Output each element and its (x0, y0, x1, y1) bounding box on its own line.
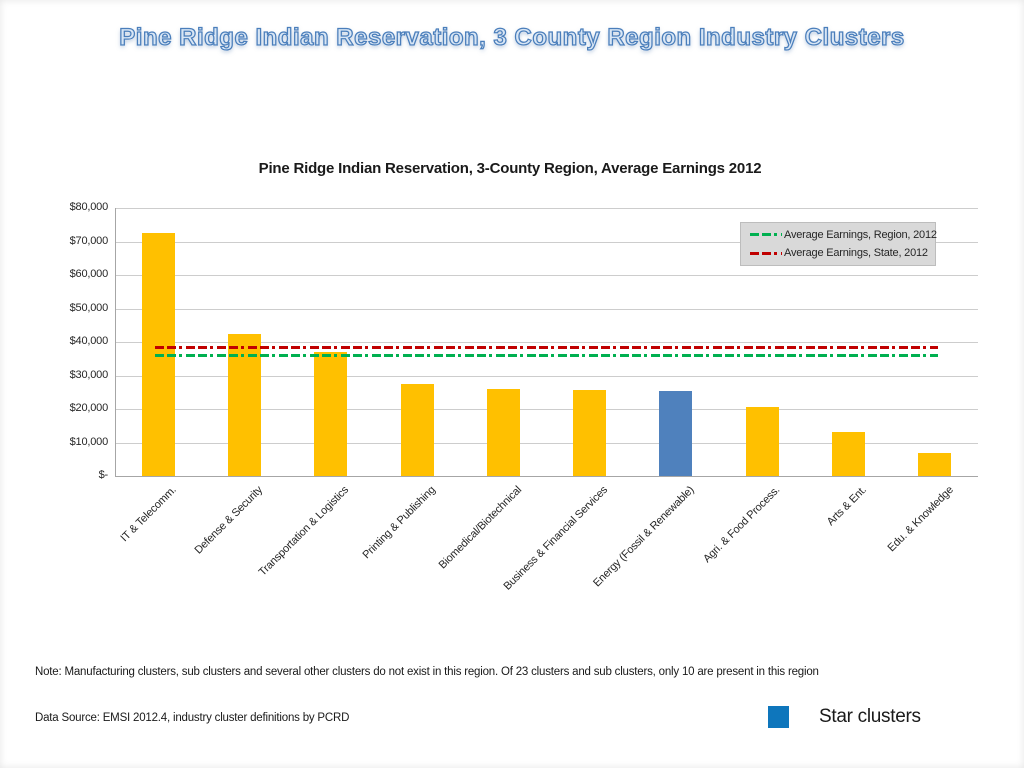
y-axis-tick-label: $20,000 (69, 402, 109, 414)
reference-line-region (155, 353, 938, 357)
gridline (115, 375, 978, 377)
bar-8 (745, 407, 779, 476)
bar-6 (573, 389, 607, 476)
x-axis-category-label: Defense & Security (192, 484, 265, 557)
x-axis-category-label: Transportation & Logistics (256, 484, 352, 579)
gridline (115, 208, 978, 209)
star-clusters-label: Star clusters (819, 706, 921, 727)
legend-line-sample-icon (750, 233, 782, 237)
chart-title: Pine Ridge Indian Reservation, 3-County … (258, 160, 762, 177)
x-axis-category-label: Energy (Fossil & Renewable) (591, 484, 697, 590)
x-axis-category-label: IT & Telecomm. (118, 484, 179, 545)
y-axis-line (115, 208, 116, 476)
x-axis-category-label: Edu. & Knowledge (885, 484, 956, 555)
y-axis-tick-label: $10,000 (69, 435, 109, 448)
gridline (115, 275, 978, 276)
y-axis-tick-label: $50,000 (69, 301, 109, 314)
x-axis-category-label: Printing & Publishing (360, 484, 438, 562)
x-axis-category-label: Biomedical/Biotechnical (436, 484, 524, 572)
gridline (115, 409, 978, 410)
y-axis-tick-label: $60,000 (69, 268, 109, 280)
bar-3 (314, 352, 348, 476)
data-source-text: Data Source: EMSI 2012.4, industry clust… (35, 712, 350, 724)
star-clusters-legend: Star clusters (768, 706, 921, 728)
gridline (115, 308, 978, 310)
bar-9 (832, 432, 866, 476)
x-axis-category-label: Agri. & Food Process. (701, 484, 783, 566)
gridline (115, 442, 978, 444)
y-axis-tick-label: $70,000 (69, 234, 109, 247)
star-cluster-swatch-icon (768, 706, 789, 728)
chart-legend: Average Earnings, Region, 2012 Average Ea… (740, 222, 937, 266)
reference-line-state (155, 345, 938, 349)
bar-10 (918, 452, 952, 476)
note-text: Note: Manufacturing clusters, sub cluste… (35, 666, 819, 678)
bar-5 (486, 388, 520, 476)
bar-2 (227, 333, 261, 476)
y-axis-tick-label: $30,000 (69, 368, 109, 381)
y-axis-tick-label: $80,000 (69, 201, 109, 213)
legend-entry: Average Earnings, State, 2012 (750, 246, 935, 260)
legend-entry: Average Earnings, Region, 2012 (750, 228, 937, 242)
y-axis-tick-label: $- (98, 469, 109, 481)
x-axis-category-label: Arts & Ent. (824, 484, 870, 529)
legend-entry-label: Average Earnings, Region, 2012 (784, 228, 937, 241)
x-axis-line (115, 476, 978, 477)
bar-4 (400, 383, 434, 476)
y-axis-tick-label: $40,000 (69, 335, 109, 347)
slide-title: Pine Ridge Indian Reservation, 3 County … (119, 23, 905, 51)
bar-7 (659, 391, 693, 476)
gridline (115, 241, 978, 243)
legend-line-sample-icon (750, 251, 782, 255)
legend-entry-label: Average Earnings, State, 2012 (784, 247, 928, 260)
gridline (115, 342, 978, 343)
